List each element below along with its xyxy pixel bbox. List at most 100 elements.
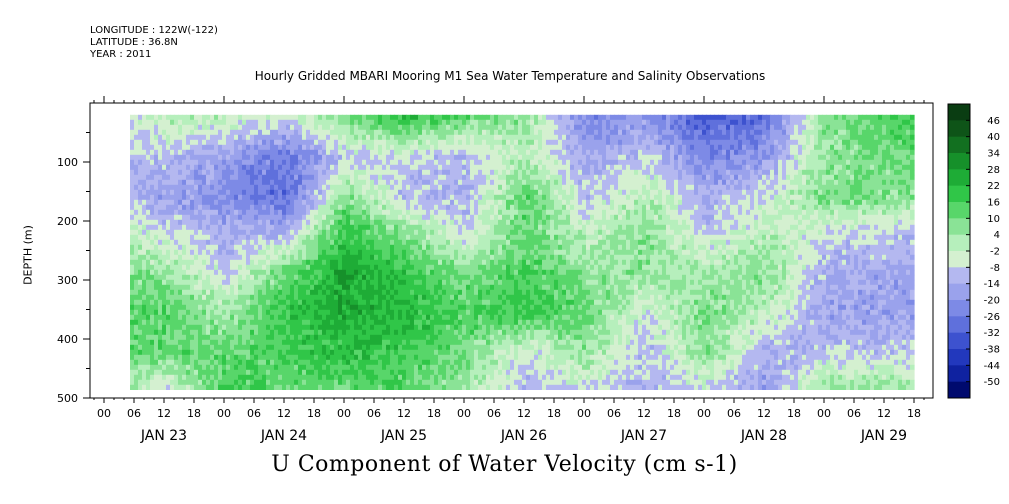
heatmap-cell xyxy=(338,289,343,296)
heatmap-cell xyxy=(206,354,211,361)
heatmap-cell xyxy=(362,339,367,346)
heatmap-cell xyxy=(214,119,219,126)
heatmap-cell xyxy=(362,269,367,276)
heatmap-cell xyxy=(190,279,195,286)
heatmap-cell xyxy=(334,329,339,336)
heatmap-cell xyxy=(158,119,163,126)
heatmap-cell xyxy=(58,265,63,271)
heatmap-cell xyxy=(270,124,275,131)
heatmap-cell xyxy=(258,349,263,356)
heatmap-cell xyxy=(314,304,319,311)
heatmap-cell xyxy=(146,244,151,251)
heatmap-cell xyxy=(34,185,39,191)
heatmap-cell xyxy=(198,259,203,266)
heatmap-cell xyxy=(226,339,231,346)
heatmap-cell xyxy=(54,125,59,131)
heatmap-cell xyxy=(246,234,251,241)
heatmap-cell xyxy=(214,114,219,121)
heatmap-cell xyxy=(50,380,55,386)
heatmap-cell xyxy=(154,224,159,231)
heatmap-cell xyxy=(362,259,367,266)
heatmap-cell xyxy=(138,159,143,166)
heatmap-cell xyxy=(190,354,195,361)
heatmap-cell xyxy=(226,139,231,146)
heatmap-cell xyxy=(290,114,295,121)
heatmap-cell xyxy=(246,374,251,381)
heatmap-cell xyxy=(30,355,35,361)
heatmap-cell xyxy=(306,289,311,296)
heatmap-cell xyxy=(50,295,55,301)
heatmap-cell xyxy=(298,129,303,136)
heatmap-cell xyxy=(206,379,211,386)
heatmap-cell xyxy=(274,374,279,381)
heatmap-cell xyxy=(314,349,319,356)
heatmap-cell xyxy=(222,334,227,341)
heatmap-cell xyxy=(306,364,311,371)
heatmap-cell xyxy=(358,349,363,356)
heatmap-cell xyxy=(130,199,135,206)
heatmap-cell xyxy=(138,384,143,390)
heatmap-cell xyxy=(306,179,311,186)
heatmap-cell xyxy=(242,244,247,251)
heatmap-cell xyxy=(42,285,47,291)
heatmap-cell xyxy=(342,354,347,361)
heatmap-cell xyxy=(154,289,159,296)
heatmap-cell xyxy=(298,224,303,231)
heatmap-cell xyxy=(50,210,55,216)
heatmap-cell xyxy=(174,269,179,276)
heatmap-cell xyxy=(342,214,347,221)
heatmap-cell xyxy=(290,244,295,251)
heatmap-cell xyxy=(162,244,167,251)
heatmap-cell xyxy=(334,364,339,371)
heatmap-cell xyxy=(186,174,191,181)
heatmap-cell xyxy=(34,340,39,346)
heatmap-cell xyxy=(18,370,23,376)
heatmap-cell xyxy=(318,374,323,381)
heatmap-cell xyxy=(298,139,303,146)
heatmap-cell xyxy=(346,209,351,216)
heatmap-cell xyxy=(298,234,303,241)
heatmap-cell xyxy=(246,269,251,276)
heatmap-cell xyxy=(66,320,71,326)
heatmap-cell xyxy=(130,219,135,226)
heatmap-cell xyxy=(258,269,263,276)
heatmap-cell xyxy=(198,254,203,261)
heatmap-cell xyxy=(82,320,87,326)
heatmap-cell xyxy=(314,144,319,151)
heatmap-cell xyxy=(278,269,283,276)
heatmap-cell xyxy=(166,279,171,286)
heatmap-cell xyxy=(366,229,371,236)
heatmap-cell xyxy=(194,319,199,326)
heatmap-cell xyxy=(154,354,159,361)
heatmap-cell xyxy=(290,184,295,191)
heatmap-cell xyxy=(82,380,87,386)
heatmap-cell xyxy=(66,240,71,246)
heatmap-cell xyxy=(146,224,151,231)
heatmap-cell xyxy=(322,314,327,321)
heatmap-cell xyxy=(174,294,179,301)
heatmap-cell xyxy=(214,164,219,171)
heatmap-cell xyxy=(210,169,215,176)
heatmap-cell xyxy=(170,149,175,156)
heatmap-cell xyxy=(242,224,247,231)
heatmap-cell xyxy=(274,114,279,121)
heatmap-cell xyxy=(362,159,367,166)
heatmap-cell xyxy=(214,204,219,211)
heatmap-cell xyxy=(362,279,367,286)
heatmap-cell xyxy=(218,114,223,121)
heatmap-cell xyxy=(50,220,55,226)
heatmap-cell xyxy=(170,159,175,166)
heatmap-cell xyxy=(50,275,55,281)
heatmap-cell xyxy=(178,239,183,246)
heatmap-cell xyxy=(54,175,59,181)
heatmap-cell xyxy=(282,134,287,141)
heatmap-cell xyxy=(258,309,263,316)
heatmap-cell xyxy=(338,364,343,371)
heatmap-cell xyxy=(82,300,87,306)
heatmap-cell xyxy=(258,114,263,121)
heatmap-cell xyxy=(14,325,19,331)
heatmap-cell xyxy=(38,125,43,131)
heatmap-cell xyxy=(370,129,375,136)
heatmap-cell xyxy=(82,295,87,301)
heatmap-cell xyxy=(146,309,151,316)
